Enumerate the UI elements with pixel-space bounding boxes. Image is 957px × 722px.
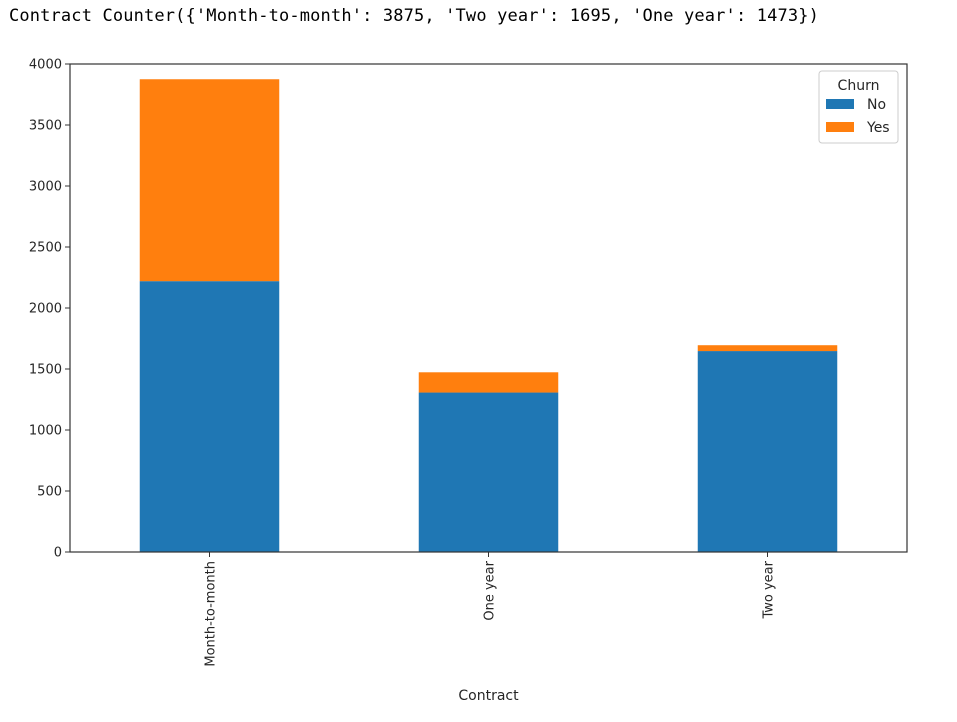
legend-title: Churn [838,78,880,94]
bar-no-two-year [697,351,838,552]
bar-no-one-year [418,392,559,552]
cell-output-text: Contract Counter({'Month-to-month': 3875… [9,6,820,26]
bar-yes-one-year [418,372,559,393]
y-tick-label: 2000 [29,302,62,317]
bar-no-month-to-month [139,281,280,552]
y-tick-label: 500 [37,485,62,500]
y-tick-label: 3500 [29,119,62,134]
x-tick-label: One year [483,560,498,620]
bar-yes-two-year [697,345,838,352]
x-tick-label: Month-to-month [204,561,219,667]
y-tick-label: 4000 [29,58,62,73]
legend-swatch-yes [826,122,854,132]
legend-label-yes: Yes [866,120,890,136]
x-axis: Month-to-month One year Two year [204,552,777,667]
y-tick-label: 1500 [29,363,62,378]
bars-layer [139,79,838,552]
legend-swatch-no [826,99,854,109]
y-tick-label: 2500 [29,241,62,256]
x-axis-label: Contract [458,688,519,704]
y-tick-label: 0 [54,546,62,561]
y-tick-label: 1000 [29,424,62,439]
y-axis: 0 500 1000 1500 2000 2500 3000 3500 4000 [29,58,70,561]
legend: Churn No Yes [818,70,899,144]
y-tick-label: 3000 [29,180,62,195]
bar-yes-month-to-month [139,79,280,282]
legend-label-no: No [867,97,886,113]
x-tick-label: Two year [762,560,777,619]
